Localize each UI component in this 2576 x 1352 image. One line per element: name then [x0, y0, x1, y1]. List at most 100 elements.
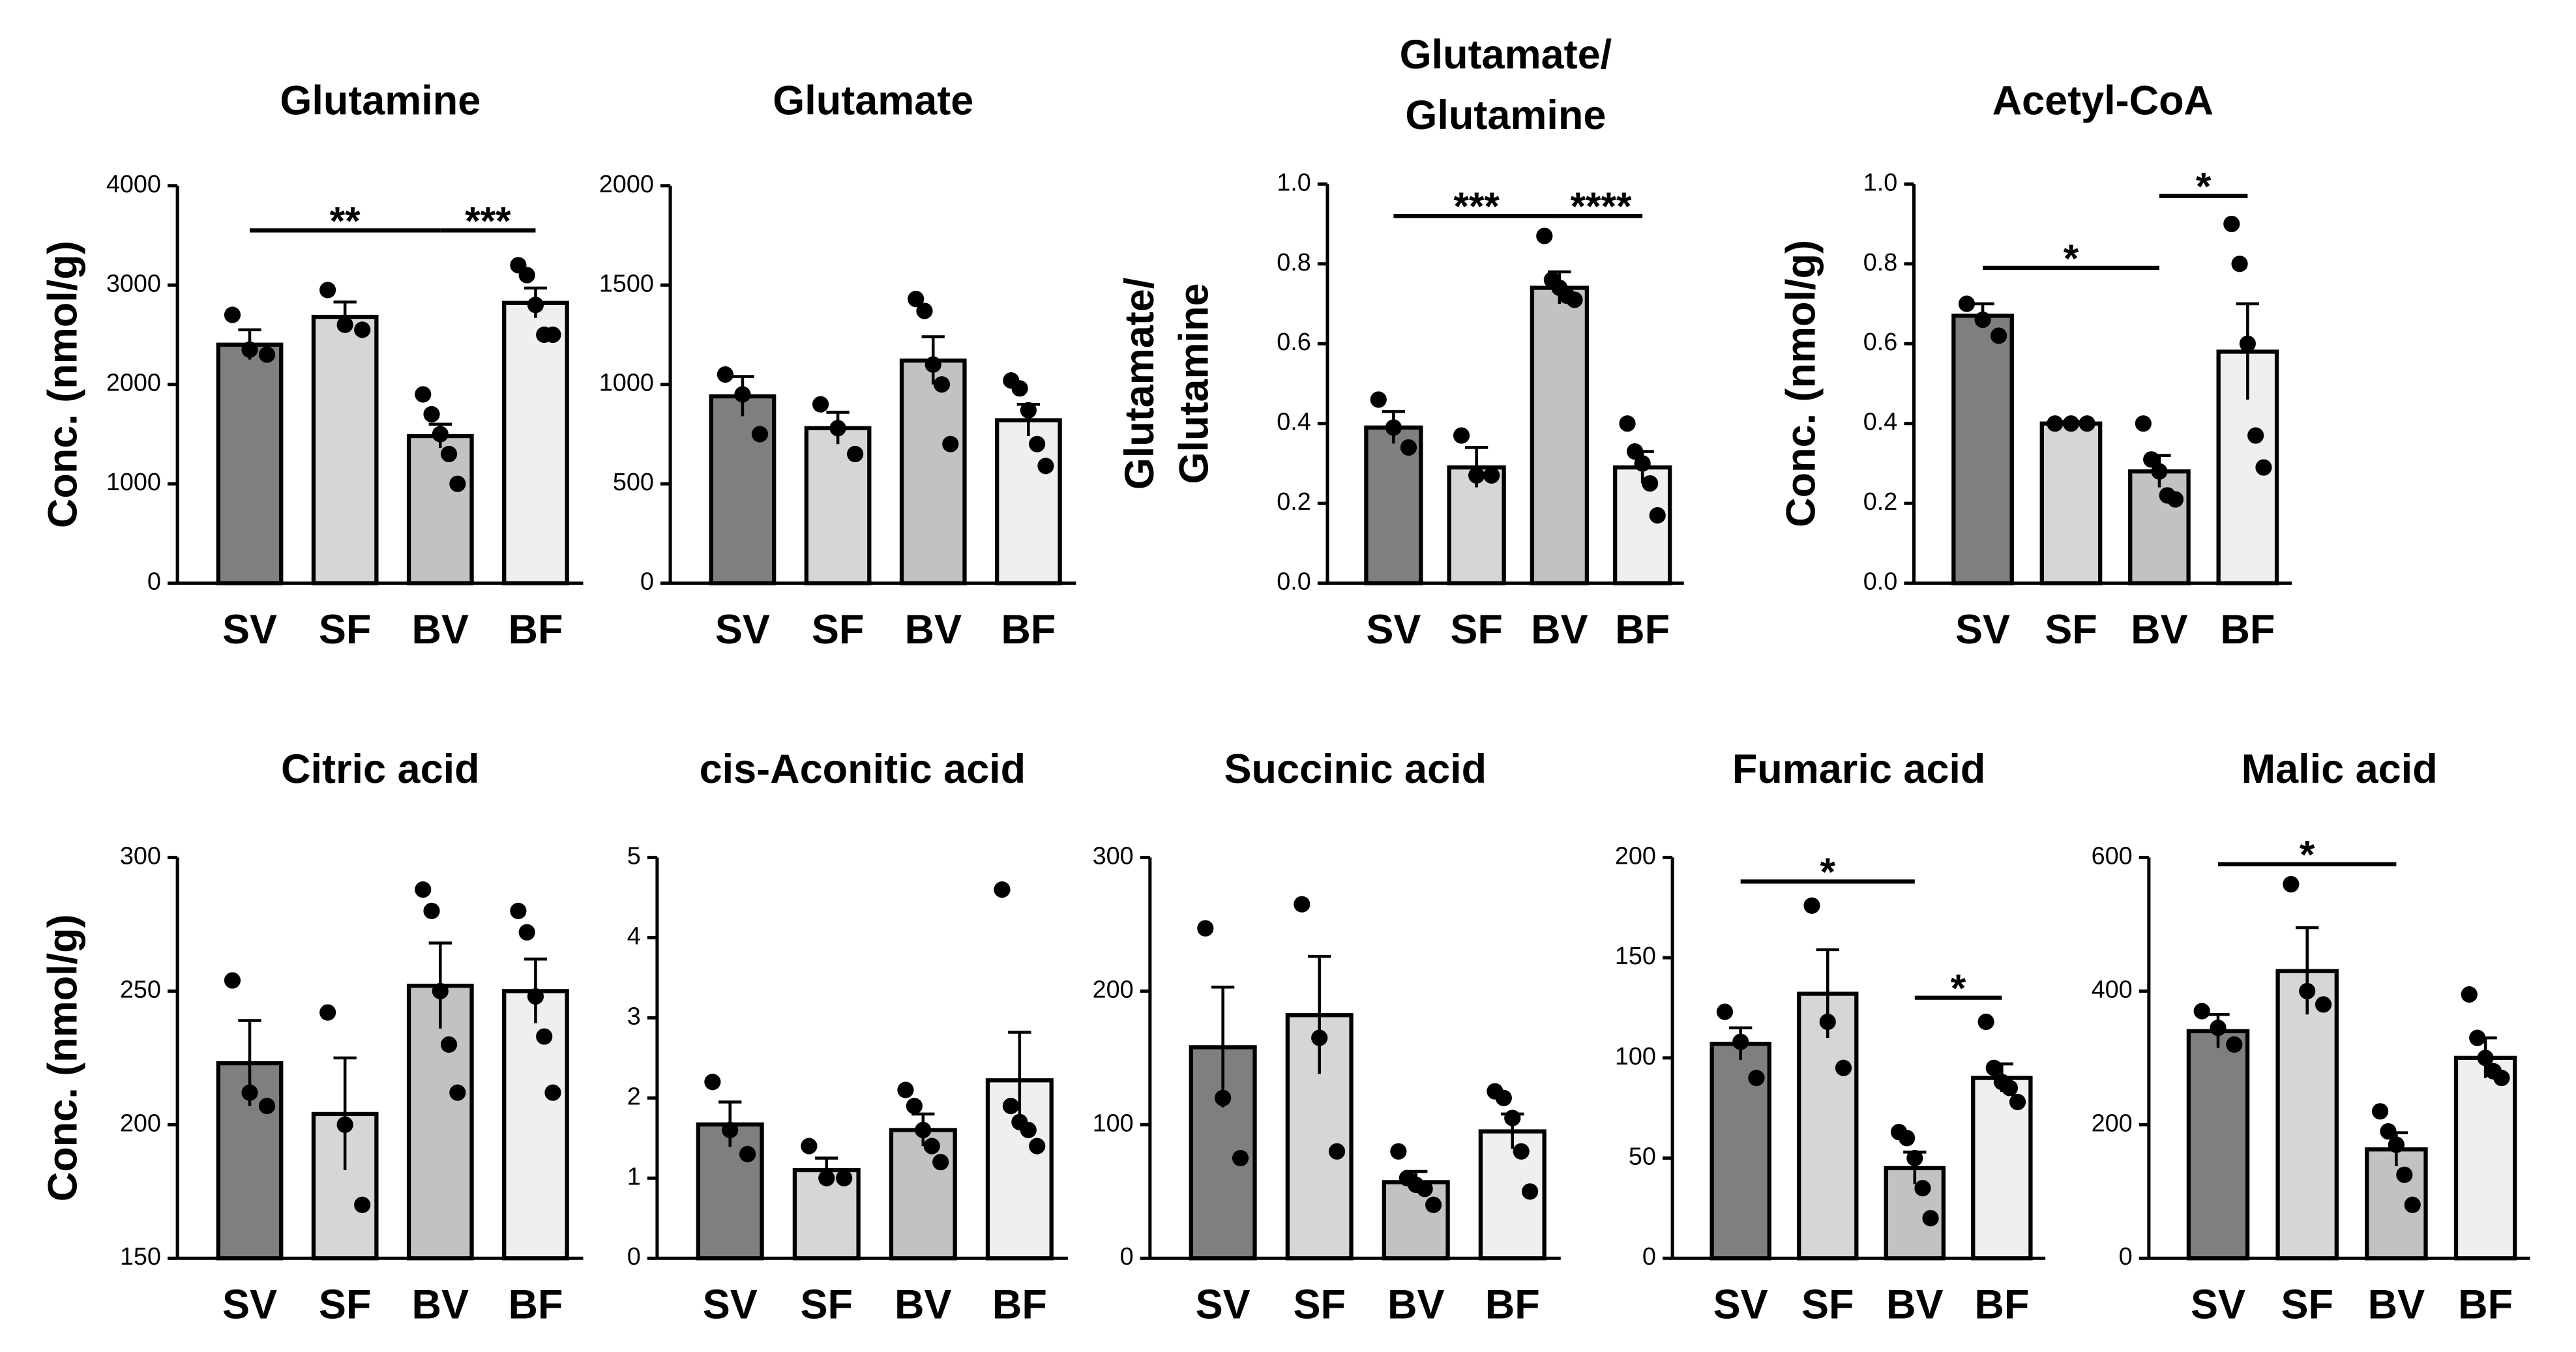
- data-point: [751, 426, 769, 443]
- y-tick-label: 0.2: [1277, 488, 1311, 516]
- y-tick-label: 1500: [599, 270, 654, 297]
- y-tick-label: 3: [627, 1003, 641, 1030]
- x-tick-label: BV: [2131, 607, 2187, 653]
- y-tick-label: 1000: [599, 370, 654, 397]
- x-tick-label: BF: [508, 1282, 563, 1327]
- y-tick-label: 200: [1093, 976, 1134, 1003]
- data-point: [847, 445, 864, 463]
- data-point: [1370, 391, 1387, 408]
- y-axis-label: Glutamine: [1171, 283, 1217, 484]
- data-point: [1748, 1069, 1765, 1087]
- error-bar: [1631, 450, 1654, 484]
- data-point: [1566, 291, 1583, 308]
- bar: [311, 314, 379, 585]
- y-tick-label: 500: [613, 469, 654, 496]
- bar: [1382, 1180, 1450, 1261]
- bar: [1951, 314, 2014, 585]
- data-point: [2283, 875, 2300, 893]
- y-tick-label: 0.2: [1863, 488, 1898, 516]
- chart-title: Succinic acid: [1224, 746, 1487, 792]
- x-tick-label: SF: [801, 1282, 853, 1327]
- y-tick-label: 250: [120, 976, 161, 1003]
- error-bar: [1465, 446, 1488, 488]
- data-point: [932, 1154, 949, 1171]
- data-point: [942, 435, 959, 452]
- x-tick-label: BV: [1531, 607, 1588, 653]
- panel: Malic acid 0 200 400 600 SV SF BV BF *: [2092, 746, 2530, 1327]
- data-point: [1011, 380, 1028, 397]
- x-tick-label: BV: [904, 607, 962, 653]
- data-point: [354, 321, 371, 338]
- x-tick-label: SV: [1713, 1282, 1768, 1327]
- data-point: [906, 1098, 923, 1115]
- y-tick-label: 0.4: [1863, 409, 1898, 436]
- panel: Fumaric acid 0 50 100 150 200 SV SF BV BF * *: [1615, 746, 2046, 1327]
- bar: [216, 342, 284, 585]
- chart-title: Acetyl-CoA: [1992, 78, 2213, 124]
- error-bar: [1008, 1031, 1031, 1129]
- data-point: [2047, 415, 2064, 432]
- error-bar: [1971, 302, 1994, 328]
- data-point: [518, 267, 535, 284]
- bar: [406, 434, 474, 585]
- data-point: [415, 386, 432, 403]
- panel: Citric acid Conc. (nmol/g) 150 200 250 300 SV S…: [40, 746, 584, 1327]
- data-point: [1619, 415, 1636, 432]
- error-bar: [2148, 454, 2171, 488]
- y-tick-label: 300: [120, 842, 161, 870]
- y-tick-label: 0: [640, 568, 654, 596]
- x-tick-label: BF: [992, 1282, 1047, 1327]
- y-tick-label: 4: [627, 922, 641, 950]
- data-point: [2493, 1069, 2510, 1087]
- data-point: [2404, 1196, 2421, 1213]
- data-point: [1425, 1196, 1442, 1213]
- y-tick-label: 2000: [106, 370, 161, 397]
- data-point: [1536, 228, 1553, 244]
- data-point: [415, 881, 432, 898]
- bar: [994, 418, 1062, 585]
- x-tick-label: SV: [222, 607, 277, 653]
- bar: [709, 394, 777, 585]
- error-bar: [718, 1100, 742, 1147]
- significance-label: **: [330, 198, 361, 242]
- y-axis-label: Conc. (nmol/g): [40, 914, 85, 1201]
- data-point: [258, 346, 276, 363]
- chart-title: cis-Aconitic acid: [700, 746, 1026, 792]
- x-tick-label: SV: [222, 1282, 277, 1327]
- data-point: [1453, 427, 1470, 444]
- data-point: [518, 924, 535, 941]
- data-point: [1495, 1089, 1512, 1106]
- data-point: [1002, 1098, 1019, 1115]
- chart-title: Glutamate: [773, 78, 973, 124]
- y-tick-label: 0.0: [1277, 568, 1311, 596]
- y-tick-label: 200: [1615, 842, 1656, 870]
- data-point: [1977, 1013, 1994, 1031]
- data-point: [354, 1196, 371, 1213]
- data-point: [544, 1084, 561, 1101]
- chart-title: Glutamine: [280, 78, 481, 124]
- y-axis-label: Conc. (nmol/g): [1778, 240, 1824, 527]
- x-tick-label: BF: [1485, 1282, 1540, 1327]
- data-point: [440, 445, 458, 463]
- data-point: [1416, 1181, 1433, 1198]
- error-bar: [1903, 1151, 1927, 1184]
- data-point: [2001, 1080, 2019, 1096]
- x-tick-label: BV: [2368, 1282, 2425, 1327]
- data-point: [510, 902, 527, 920]
- data-point: [1649, 507, 1666, 524]
- significance-label: *: [2196, 164, 2212, 209]
- data-point: [1328, 1143, 1346, 1160]
- data-point: [2009, 1093, 2026, 1111]
- error-bar: [1501, 1112, 1524, 1149]
- y-tick-label: 100: [1093, 1110, 1134, 1137]
- x-tick-label: BV: [412, 1282, 469, 1327]
- y-tick-label: 1: [627, 1163, 641, 1190]
- data-point: [1991, 327, 2007, 344]
- error-bar: [333, 300, 357, 332]
- error-bar: [1548, 270, 1571, 304]
- x-tick-label: BF: [1615, 607, 1670, 653]
- error-bar: [2474, 1036, 2497, 1078]
- data-point: [801, 1138, 818, 1154]
- x-tick-label: SF: [2045, 607, 2097, 653]
- error-bar: [238, 328, 261, 360]
